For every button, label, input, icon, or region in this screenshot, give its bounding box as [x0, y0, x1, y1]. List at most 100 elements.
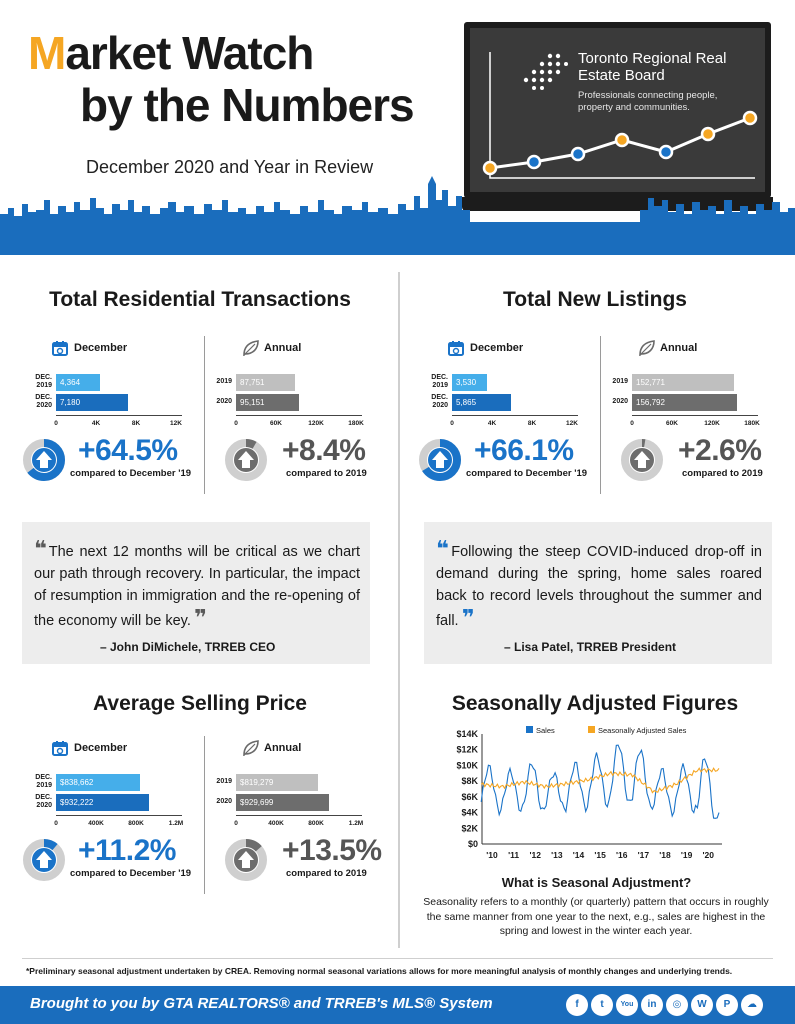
bar-row-label: 2019 [612, 378, 628, 385]
bar-value-label: 152,771 [636, 378, 665, 387]
compare-label: compared to 2019 [286, 468, 367, 479]
panel-separator [204, 736, 205, 894]
quote-ceo-author: – John DiMichele, TRREB CEO [100, 640, 276, 654]
legend-label-adjusted: Seasonally Adjusted Sales [598, 726, 687, 735]
y-tick-label: $10K [456, 760, 478, 770]
calendar-icon [52, 741, 68, 756]
wordpress-icon[interactable]: W [691, 994, 713, 1016]
listings-annual-label: Annual [660, 342, 698, 354]
quote-president: ❝ Following the steep COVID-induced drop… [424, 522, 772, 664]
axis-tick-label: 8K [527, 420, 537, 427]
monitor-trend-graphic [482, 52, 758, 179]
axis-tick-label: 800K [128, 820, 144, 827]
axis-tick-label: 1.2M [348, 820, 364, 827]
percent-change: +2.6% [678, 434, 762, 467]
y-tick-label: $4K [461, 808, 478, 818]
footnote: *Preliminary seasonal adjustment underta… [26, 966, 733, 976]
compare-label: compared to 2019 [286, 868, 367, 879]
x-tick-label: '19 [681, 850, 693, 860]
page-title: Market Watch by the Numbers [28, 26, 415, 130]
x-tick-label: '10 [486, 850, 498, 860]
axis-tick-label: 0 [54, 420, 58, 427]
leaf-icon [243, 340, 259, 356]
axis-line [632, 415, 758, 416]
quote-president-author: – Lisa Patel, TRREB President [504, 640, 677, 654]
axis-tick-label: 120K [704, 420, 720, 427]
axis-tick-label: 60K [270, 420, 282, 427]
x-tick-label: '18 [659, 850, 671, 860]
axis-tick-label: 4K [91, 420, 101, 427]
bar [236, 794, 329, 811]
percent-change: +8.4% [282, 434, 366, 467]
soundcloud-icon[interactable]: ☁ [741, 994, 763, 1016]
y-tick-label: $6K [461, 792, 478, 802]
pinterest-icon[interactable]: P [716, 994, 738, 1016]
x-tick-label: '17 [638, 850, 650, 860]
change-donut-icon [225, 439, 267, 481]
axis-tick-label: 120K [308, 420, 324, 427]
price-title: Average Selling Price [93, 692, 307, 715]
bar [56, 394, 128, 411]
axis-tick-label: 1.2M [168, 820, 184, 827]
x-tick-label: '11 [508, 850, 519, 860]
bar-value-label: $819,279 [240, 778, 274, 787]
x-tick-label: '20 [702, 850, 714, 860]
twitter-icon[interactable]: t [591, 994, 613, 1016]
close-quote-icon: ❞ [190, 605, 207, 630]
x-tick-label: '14 [573, 850, 585, 860]
monitor-graphic: Toronto Regional Real Estate Board Profe… [464, 22, 771, 198]
seasonal-title: Seasonally Adjusted Figures [451, 692, 739, 715]
quote-ceo: ❝ The next 12 months will be critical as… [22, 522, 370, 664]
bar [236, 774, 318, 791]
legend-swatch-sales [526, 726, 533, 733]
bar-row-label: 2020 [612, 398, 628, 405]
compare-label: compared to December '19 [466, 468, 588, 479]
bar-value-label: 156,792 [636, 398, 665, 407]
calendar-icon [52, 341, 68, 356]
axis-tick-label: 180K [348, 420, 364, 427]
axis-tick-label: 400K [88, 820, 104, 827]
open-quote-icon: ❝ [436, 536, 452, 561]
change-donut-icon [225, 839, 267, 881]
close-quote-icon: ❞ [458, 605, 475, 630]
what-is-seasonal-text: Seasonality refers to a monthly (or quar… [423, 896, 769, 937]
x-tick-label: '12 [530, 850, 542, 860]
compare-label: compared to December '19 [70, 868, 192, 879]
series-line-adjusted [480, 767, 720, 794]
bar [236, 394, 299, 411]
linkedin-icon[interactable]: in [641, 994, 663, 1016]
listings-december-label: December [470, 342, 524, 354]
bar [632, 394, 737, 411]
x-tick-label: '15 [594, 850, 606, 860]
axis-line [236, 415, 362, 416]
bar-value-label: 7,180 [60, 398, 81, 407]
facebook-icon[interactable]: f [566, 994, 588, 1016]
transactions-annual-label: Annual [264, 342, 302, 354]
bar-row-label: 2020 [216, 398, 232, 405]
bar [56, 794, 149, 811]
change-donut-icon [621, 439, 663, 481]
axis-tick-label: 0 [234, 820, 238, 827]
bar-row-label: DEC. 2019 [35, 374, 52, 389]
axis-tick-label: 8K [131, 420, 141, 427]
bar [632, 374, 734, 391]
x-tick-label: '16 [616, 850, 628, 860]
axis-tick-label: 12K [170, 420, 182, 427]
axis-line [236, 815, 362, 816]
title-accent-letter: M [28, 27, 66, 79]
dot-grid-logo-icon [523, 53, 568, 90]
title-line-1: arket Watch [65, 27, 314, 79]
leaf-icon [243, 740, 259, 756]
y-tick-label: $0 [468, 839, 478, 849]
percent-change: +13.5% [282, 834, 382, 867]
instagram-icon[interactable]: ◎ [666, 994, 688, 1016]
youtube-icon[interactable]: You [616, 994, 638, 1016]
bar [452, 394, 511, 411]
bar [236, 374, 295, 391]
percent-change: +64.5% [78, 434, 178, 467]
bar-row-label: DEC. 2019 [431, 374, 448, 389]
header: Market Watch by the Numbers December 202… [0, 0, 795, 255]
series-line-sales [480, 744, 720, 819]
bar [452, 374, 487, 391]
change-donut-icon [23, 439, 65, 481]
